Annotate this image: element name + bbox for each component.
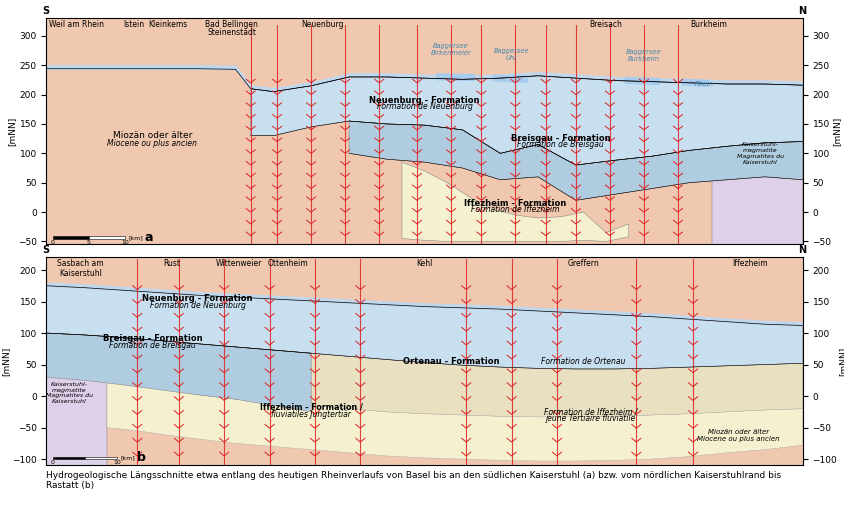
Text: b: b [137,451,146,464]
Text: Formation de Neuenburg: Formation de Neuenburg [149,301,246,310]
Text: 5: 5 [87,240,90,245]
Text: Istein: Istein [122,20,143,29]
Polygon shape [402,162,628,241]
Bar [52,236,89,239]
Text: Kaiserstuhl-
magmatite
Magmatites du
Kaiserstuhl: Kaiserstuhl- magmatite Magmatites du Kai… [46,382,93,404]
Text: [km]: [km] [129,235,143,240]
Polygon shape [251,76,802,165]
Text: S: S [43,6,50,16]
Text: Kaiserstuhl-
magmatite
Magmatites du
Kaiserstuhl: Kaiserstuhl- magmatite Magmatites du Kai… [736,142,783,164]
Bar [52,457,84,459]
Text: Formation de Iffezheim: Formation de Iffezheim [471,205,559,214]
Text: Ottenheim: Ottenheim [268,258,309,268]
Polygon shape [349,121,802,200]
Text: N: N [798,6,805,16]
Text: Iffezheim: Iffezheim [731,258,766,268]
Text: Rust: Rust [163,258,180,268]
Text: Breisach: Breisach [589,20,622,29]
Y-axis label: [mNN]: [mNN] [2,347,11,376]
Bar [84,457,116,459]
Text: Rhein: Rhein [694,81,713,87]
Polygon shape [235,347,802,417]
Text: Miozän oder älter
Miocene ou plus ancien: Miozän oder älter Miocene ou plus ancien [696,428,779,441]
Text: Wittenweier: Wittenweier [216,258,262,268]
Text: Formation de Neuenburg: Formation de Neuenburg [376,102,472,111]
Text: S: S [43,245,50,255]
Text: 0: 0 [51,460,54,465]
Text: Breisgau - Formation: Breisgau - Formation [102,333,202,343]
Polygon shape [711,118,802,244]
Text: Neuenburg: Neuenburg [301,20,344,29]
Text: Kehl: Kehl [416,258,432,268]
Text: 10: 10 [121,240,129,245]
Polygon shape [46,286,802,369]
Text: Bad Bellingen: Bad Bellingen [205,20,258,29]
Text: Sasbach am
Kaiserstuhl: Sasbach am Kaiserstuhl [57,258,104,278]
Text: Neuenburg - Formation: Neuenburg - Formation [369,96,479,105]
Text: 0: 0 [51,240,54,245]
Text: a: a [143,231,153,244]
Text: Neuenburg - Formation: Neuenburg - Formation [143,294,252,303]
Text: Kleinkems: Kleinkems [148,20,187,29]
Text: Formation de Iffezheim /: Formation de Iffezheim / [544,407,637,417]
Text: Iffezheim - Formation /: Iffezheim - Formation / [259,403,362,412]
Text: Steinenstadt: Steinenstadt [207,28,256,36]
Y-axis label: [mNN]: [mNN] [837,347,844,376]
Text: N: N [798,245,805,255]
Text: Miozän oder älter: Miozän oder älter [112,131,192,140]
Polygon shape [46,286,107,465]
Text: Baggersee
Birkenmeier: Baggersee Birkenmeier [430,43,471,56]
Text: Iffezheim - Formation: Iffezheim - Formation [463,199,565,208]
Text: [km]: [km] [121,456,135,460]
Text: Formation de Breisgau: Formation de Breisgau [109,341,196,349]
Text: 10: 10 [113,460,121,465]
Text: Greffern: Greffern [567,258,598,268]
Y-axis label: [mNN]: [mNN] [8,116,16,146]
Text: Burkheim: Burkheim [689,20,726,29]
Text: Formation de Ortenau: Formation de Ortenau [541,357,625,366]
Text: Baggersee
Uhl: Baggersee Uhl [493,47,529,60]
Text: Miocene ou plus ancien: Miocene ou plus ancien [107,139,197,148]
Polygon shape [107,377,802,461]
Text: Hydrogeologische Längsschnitte etwa entlang des heutigen Rheinverlaufs von Basel: Hydrogeologische Längsschnitte etwa entl… [46,471,781,490]
Text: Breisgau - Formation: Breisgau - Formation [511,134,610,143]
Text: Weil am Rhein: Weil am Rhein [49,20,104,29]
Text: jeune Tertiaire fluviatile: jeune Tertiaire fluviatile [545,414,636,423]
Text: fluviatiles Jungtertiär: fluviatiles Jungtertiär [271,410,351,419]
Y-axis label: [mNN]: [mNN] [832,116,841,146]
Bar [89,236,125,239]
Text: Ortenau - Formation: Ortenau - Formation [403,357,499,366]
Polygon shape [46,333,311,412]
Text: Baggersee
Burkheim: Baggersee Burkheim [625,49,661,62]
Text: Formation de Breisgau: Formation de Breisgau [517,140,603,149]
